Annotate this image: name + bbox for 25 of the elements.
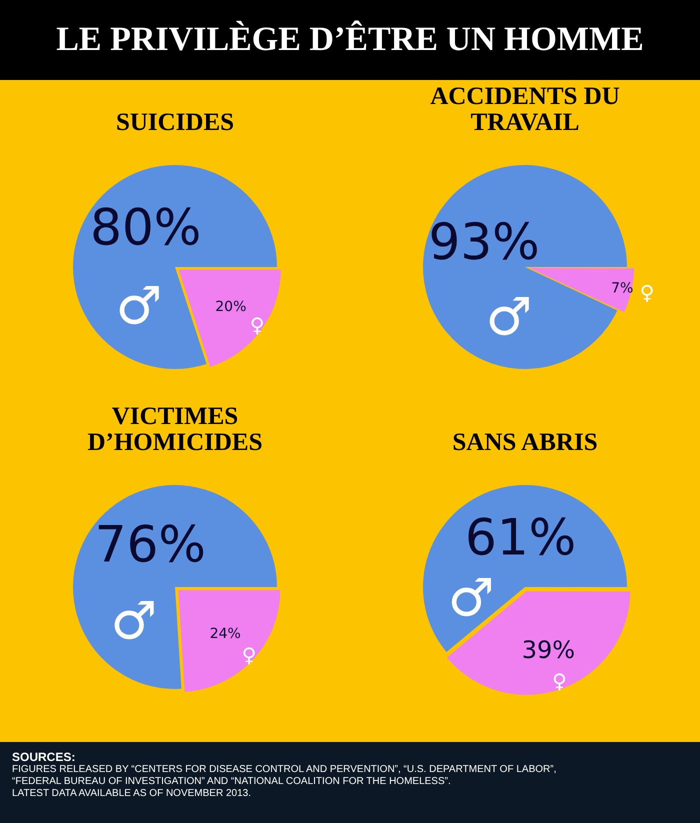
data-label: 93% bbox=[428, 213, 540, 272]
data-label: 20% bbox=[215, 299, 246, 316]
text: LE PRIVILÈGE D’ÊTRE UN HOMME bbox=[0, 0, 700, 80]
chart-title: VICTIMES D’HOMICIDES bbox=[86, 402, 264, 456]
slice-label: ♂ bbox=[110, 592, 158, 652]
data-label: 24% bbox=[210, 626, 241, 642]
chart-title: SANS ABRIS bbox=[451, 428, 599, 456]
slice-label: ♀ bbox=[640, 280, 654, 304]
text: “FEDERAL BUREAU OF INVESTIGATION” AND “NATIONAL COALITION FOR THE HOMELESS”. bbox=[12, 776, 452, 788]
chart-title: ACCIDENTS DU TRAVAIL bbox=[429, 82, 621, 136]
data-label: 7% bbox=[611, 280, 634, 296]
chart-title: SUICIDES bbox=[114, 108, 236, 136]
data-label: 61% bbox=[465, 508, 576, 566]
text: FIGURES RELEASED BY “CENTERS FOR DISEASE CONTROL AND PERVENTION”, “U.S. DEPARTMENT OF LABOR”, bbox=[12, 764, 558, 776]
source-note: SOURCES: bbox=[12, 750, 76, 764]
slice-label: ♀ bbox=[552, 668, 567, 693]
slice-label: ♂ bbox=[448, 568, 494, 629]
text: LATEST DATA AVAILABLE AS OF NOVEMBER 2013. bbox=[12, 788, 252, 800]
data-label: 39% bbox=[522, 636, 576, 664]
slice-label: ♀ bbox=[250, 312, 265, 337]
slice-label: ♂ bbox=[116, 276, 162, 336]
slice-label: ♀ bbox=[242, 642, 256, 667]
data-label: 80% bbox=[90, 198, 202, 257]
slice-label: ♂ bbox=[486, 287, 532, 348]
data-label: 76% bbox=[94, 515, 206, 574]
